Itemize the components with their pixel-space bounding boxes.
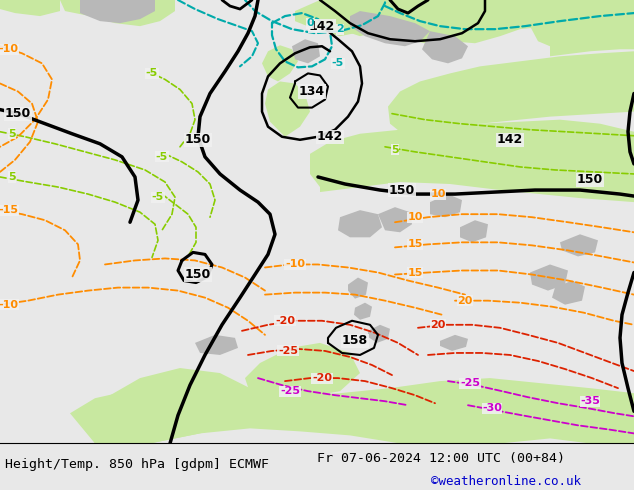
Text: 150: 150 — [185, 133, 211, 147]
Text: 10: 10 — [430, 189, 446, 199]
Text: -20: -20 — [312, 373, 332, 383]
Text: 2: 2 — [336, 24, 344, 34]
Text: 5: 5 — [391, 145, 399, 155]
Text: -25: -25 — [460, 378, 480, 388]
Text: 142: 142 — [317, 130, 343, 143]
Polygon shape — [85, 368, 260, 443]
Text: -5: -5 — [152, 192, 164, 202]
Polygon shape — [245, 343, 360, 398]
Text: 142: 142 — [309, 20, 335, 33]
Polygon shape — [292, 39, 320, 63]
Polygon shape — [80, 0, 155, 23]
Polygon shape — [262, 45, 298, 81]
Text: -25: -25 — [280, 386, 300, 396]
Text: -10: -10 — [285, 260, 305, 270]
Polygon shape — [338, 210, 382, 237]
Text: 150: 150 — [389, 184, 415, 196]
Text: 10: 10 — [407, 212, 423, 222]
Polygon shape — [70, 378, 634, 443]
Text: 15: 15 — [407, 239, 423, 249]
Text: 5: 5 — [8, 129, 16, 139]
Text: -25: -25 — [278, 346, 298, 356]
Text: -15: -15 — [0, 205, 18, 215]
Polygon shape — [422, 31, 468, 63]
Polygon shape — [388, 51, 634, 132]
Text: •: • — [305, 89, 311, 98]
Text: -30: -30 — [482, 403, 502, 413]
Text: 5: 5 — [8, 172, 16, 182]
Polygon shape — [430, 194, 462, 217]
Polygon shape — [530, 265, 568, 291]
Polygon shape — [378, 207, 412, 232]
Polygon shape — [310, 120, 634, 202]
Text: 158: 158 — [342, 334, 368, 347]
Polygon shape — [60, 0, 175, 26]
Polygon shape — [560, 234, 598, 256]
Polygon shape — [460, 220, 488, 243]
Text: 15: 15 — [407, 268, 423, 277]
Polygon shape — [0, 0, 60, 16]
Text: 150: 150 — [577, 173, 603, 187]
Polygon shape — [195, 335, 238, 355]
Polygon shape — [440, 335, 468, 351]
Polygon shape — [530, 0, 634, 56]
Polygon shape — [552, 281, 585, 305]
Text: -35: -35 — [580, 396, 600, 406]
Text: -5: -5 — [156, 152, 168, 162]
Text: -5: -5 — [332, 58, 344, 68]
Text: 150: 150 — [5, 107, 31, 120]
Polygon shape — [295, 0, 470, 46]
Text: 150: 150 — [185, 268, 211, 281]
Text: -10: -10 — [0, 300, 18, 310]
Text: -10: -10 — [0, 44, 18, 54]
Text: 142: 142 — [497, 133, 523, 147]
Text: 134: 134 — [299, 85, 325, 98]
Polygon shape — [354, 303, 372, 320]
Polygon shape — [350, 11, 430, 46]
Polygon shape — [348, 277, 368, 298]
Text: 20: 20 — [457, 295, 473, 306]
Polygon shape — [265, 81, 310, 137]
Text: -5: -5 — [146, 69, 158, 78]
Polygon shape — [368, 325, 390, 343]
Polygon shape — [345, 0, 634, 43]
Text: -20: -20 — [275, 316, 295, 326]
Text: 0: 0 — [306, 18, 314, 28]
Text: Fr 07-06-2024 12:00 UTC (00+84): Fr 07-06-2024 12:00 UTC (00+84) — [317, 452, 565, 465]
Text: 20: 20 — [430, 320, 446, 330]
Text: Height/Temp. 850 hPa [gdpm] ECMWF: Height/Temp. 850 hPa [gdpm] ECMWF — [5, 458, 269, 471]
Text: ©weatheronline.co.uk: ©weatheronline.co.uk — [431, 475, 581, 488]
